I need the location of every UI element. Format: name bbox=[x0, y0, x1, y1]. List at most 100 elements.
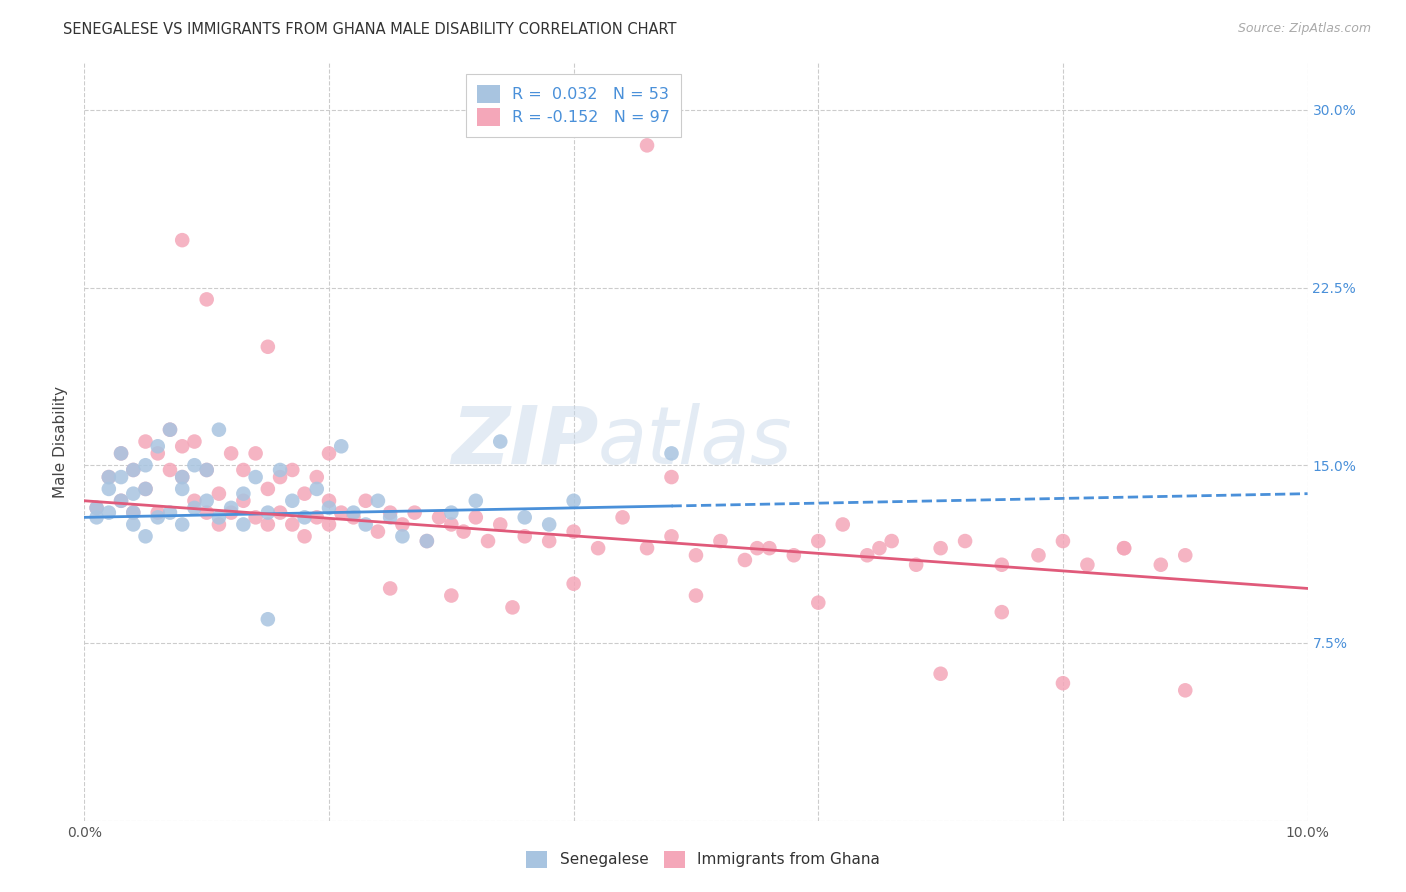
Point bbox=[354, 517, 377, 532]
Point bbox=[538, 517, 561, 532]
Point bbox=[232, 517, 254, 532]
Point bbox=[477, 534, 499, 549]
Point bbox=[232, 463, 254, 477]
Point bbox=[416, 534, 439, 549]
Point bbox=[219, 506, 242, 520]
Point bbox=[513, 529, 536, 543]
Point bbox=[427, 510, 450, 524]
Point bbox=[783, 548, 806, 563]
Point bbox=[464, 510, 486, 524]
Point bbox=[440, 589, 463, 603]
Point bbox=[183, 500, 205, 515]
Point bbox=[391, 517, 413, 532]
Point bbox=[318, 500, 340, 515]
Point bbox=[758, 541, 780, 556]
Point bbox=[122, 463, 145, 477]
Point bbox=[269, 463, 291, 477]
Point bbox=[856, 548, 879, 563]
Point bbox=[1028, 548, 1050, 563]
Point bbox=[330, 506, 353, 520]
Point bbox=[245, 470, 267, 484]
Point bbox=[86, 500, 108, 515]
Point bbox=[453, 524, 475, 539]
Point bbox=[391, 529, 413, 543]
Point bbox=[1114, 541, 1136, 556]
Point bbox=[269, 470, 291, 484]
Point bbox=[257, 340, 280, 354]
Point bbox=[305, 470, 328, 484]
Point bbox=[294, 486, 316, 500]
Point bbox=[685, 589, 707, 603]
Point bbox=[195, 506, 218, 520]
Point bbox=[146, 446, 169, 460]
Point bbox=[122, 506, 145, 520]
Point bbox=[110, 493, 132, 508]
Point bbox=[146, 506, 169, 520]
Point bbox=[929, 666, 952, 681]
Point bbox=[318, 517, 340, 532]
Point bbox=[146, 510, 169, 524]
Point bbox=[586, 541, 609, 556]
Point bbox=[318, 493, 340, 508]
Text: ZIP: ZIP bbox=[451, 402, 598, 481]
Point bbox=[342, 506, 364, 520]
Point bbox=[318, 446, 340, 460]
Point bbox=[122, 486, 145, 500]
Point bbox=[513, 510, 536, 524]
Point bbox=[661, 470, 683, 484]
Point bbox=[502, 600, 524, 615]
Point bbox=[269, 506, 291, 520]
Point bbox=[404, 506, 426, 520]
Point bbox=[232, 493, 254, 508]
Point bbox=[869, 541, 891, 556]
Point bbox=[183, 434, 205, 449]
Point bbox=[330, 439, 353, 453]
Point bbox=[110, 493, 132, 508]
Point bbox=[1174, 548, 1197, 563]
Point bbox=[183, 493, 205, 508]
Point bbox=[97, 470, 120, 484]
Point bbox=[281, 463, 304, 477]
Text: Source: ZipAtlas.com: Source: ZipAtlas.com bbox=[1237, 22, 1371, 36]
Point bbox=[562, 524, 585, 539]
Point bbox=[159, 423, 181, 437]
Point bbox=[110, 446, 132, 460]
Point bbox=[135, 529, 157, 543]
Point bbox=[122, 517, 145, 532]
Point bbox=[172, 439, 194, 453]
Point bbox=[440, 517, 463, 532]
Point bbox=[172, 470, 194, 484]
Text: SENEGALESE VS IMMIGRANTS FROM GHANA MALE DISABILITY CORRELATION CHART: SENEGALESE VS IMMIGRANTS FROM GHANA MALE… bbox=[63, 22, 676, 37]
Point bbox=[135, 482, 157, 496]
Point bbox=[562, 576, 585, 591]
Point bbox=[257, 517, 280, 532]
Point bbox=[208, 423, 231, 437]
Point bbox=[195, 463, 218, 477]
Point bbox=[1150, 558, 1173, 572]
Point bbox=[159, 463, 181, 477]
Point bbox=[929, 541, 952, 556]
Point bbox=[305, 482, 328, 496]
Point bbox=[219, 446, 242, 460]
Point bbox=[354, 493, 377, 508]
Point bbox=[135, 482, 157, 496]
Point bbox=[538, 534, 561, 549]
Legend: R =  0.032   N = 53, R = -0.152   N = 97: R = 0.032 N = 53, R = -0.152 N = 97 bbox=[465, 74, 682, 137]
Point bbox=[257, 506, 280, 520]
Point bbox=[1052, 534, 1074, 549]
Point bbox=[172, 470, 194, 484]
Point bbox=[367, 524, 389, 539]
Point bbox=[305, 510, 328, 524]
Point bbox=[380, 582, 402, 596]
Point bbox=[636, 541, 658, 556]
Point bbox=[380, 510, 402, 524]
Point bbox=[208, 486, 231, 500]
Point bbox=[86, 500, 108, 515]
Point bbox=[122, 463, 145, 477]
Point bbox=[97, 482, 120, 496]
Point bbox=[367, 493, 389, 508]
Point bbox=[245, 446, 267, 460]
Point bbox=[1174, 683, 1197, 698]
Point bbox=[97, 470, 120, 484]
Point bbox=[905, 558, 928, 572]
